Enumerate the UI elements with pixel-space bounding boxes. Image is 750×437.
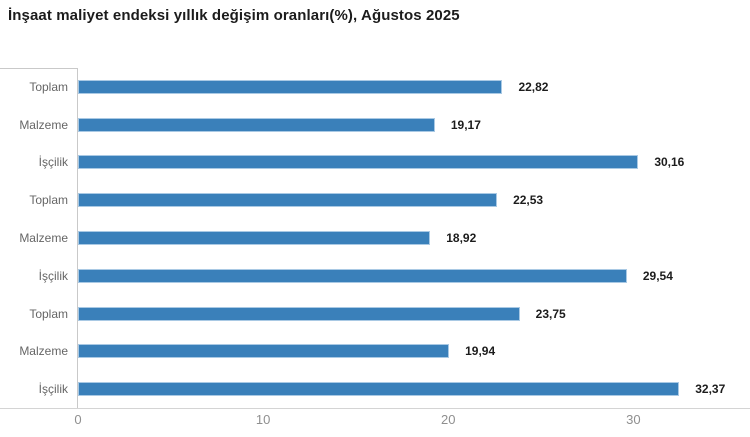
bar-track: 29,54 <box>78 257 750 295</box>
bar-row: İşçilik 29,54 <box>0 256 750 295</box>
category-label: Toplam <box>0 181 78 220</box>
category-label: Toplam <box>0 68 78 106</box>
x-axis: 0 10 20 30 <box>74 410 750 430</box>
bar <box>78 117 435 132</box>
bar <box>78 306 520 321</box>
bar <box>78 79 503 94</box>
category-label: Malzeme <box>0 332 78 371</box>
bar-track: 30,16 <box>78 144 750 182</box>
bar-row: Toplam 22,82 <box>0 68 750 106</box>
bar <box>78 268 627 283</box>
bar <box>78 193 498 208</box>
value-label: 19,17 <box>450 117 481 132</box>
x-tick-label: 0 <box>74 412 82 427</box>
bar-track: 18,92 <box>78 219 750 257</box>
category-label: İşçilik <box>0 256 78 295</box>
bar-track: 19,17 <box>78 106 750 144</box>
plot-area: Toplam 22,82 Malzeme 19,17 İşçilik 30,16 Topla… <box>0 68 750 409</box>
bar-track: 23,75 <box>78 295 750 333</box>
bar <box>78 155 639 170</box>
category-label: Malzeme <box>0 219 78 257</box>
value-label: 29,54 <box>642 268 673 283</box>
value-label: 30,16 <box>654 155 685 170</box>
category-label: İşçilik <box>0 143 78 182</box>
bar-row: Toplam 22,53 <box>0 181 750 220</box>
bar-track: 32,37 <box>78 370 750 408</box>
value-label: 18,92 <box>446 231 477 246</box>
value-label: 22,53 <box>513 193 544 208</box>
category-label: Malzeme <box>0 105 78 144</box>
value-label: 32,37 <box>695 382 726 397</box>
bar-row: İşçilik 30,16 <box>0 143 750 182</box>
x-tick-label: 20 <box>441 412 456 427</box>
bar-row: Malzeme 18,92 <box>0 219 750 257</box>
bar-track: 22,82 <box>78 68 750 106</box>
category-label: Toplam <box>0 294 78 333</box>
bar-track: 19,94 <box>78 332 750 370</box>
bar-rows: Toplam 22,82 Malzeme 19,17 İşçilik 30,16 Topla… <box>0 68 750 409</box>
bar <box>78 231 431 246</box>
bar-track: 22,53 <box>78 181 750 219</box>
x-tick-label: 10 <box>255 412 271 427</box>
bar <box>78 344 450 359</box>
value-label: 22,82 <box>518 79 549 94</box>
x-tick-label: 30 <box>626 412 641 427</box>
value-label: 23,75 <box>535 306 566 321</box>
chart-title: İnşaat maliyet endeksi yıllık değişim or… <box>8 7 460 24</box>
bar <box>78 382 680 397</box>
category-label: İşçilik <box>0 370 78 409</box>
bar-row: İşçilik 32,37 <box>0 370 750 409</box>
bar-row: Malzeme 19,94 <box>0 332 750 371</box>
bar-row: Toplam 23,75 <box>0 294 750 333</box>
bar-row: Malzeme 19,17 <box>0 105 750 144</box>
value-label: 19,94 <box>465 344 496 359</box>
